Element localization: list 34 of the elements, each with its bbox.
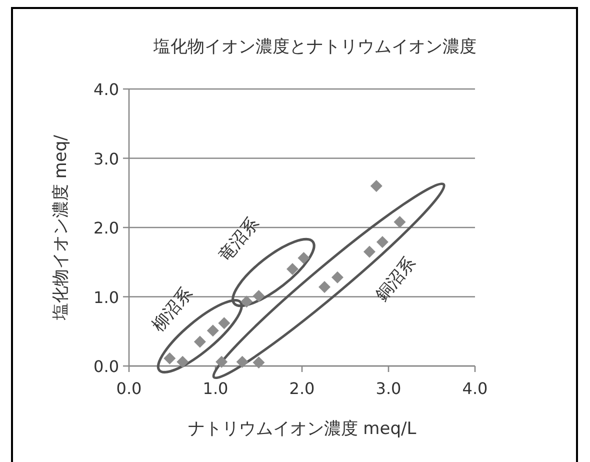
point xyxy=(376,236,388,248)
annotation: 柳沼系 xyxy=(148,284,197,336)
point xyxy=(370,180,382,192)
point xyxy=(206,324,219,337)
x-axis-title: ナトリウムイオン濃度 meq/L xyxy=(188,419,417,439)
point xyxy=(318,281,330,294)
y-tick-label: 4.0 xyxy=(94,80,119,99)
point xyxy=(194,336,206,348)
x-tick-label: 0.0 xyxy=(116,379,142,398)
point xyxy=(331,271,344,284)
y-tick-label: 2.0 xyxy=(94,218,119,238)
point xyxy=(363,246,376,258)
point xyxy=(252,356,265,369)
point xyxy=(176,356,189,368)
y-tick-label: 3.0 xyxy=(94,149,119,168)
chart-title: 塩化物イオン濃度とナトリウムイオン濃度 xyxy=(152,37,476,57)
point xyxy=(394,216,406,228)
x-tick-label: 3.0 xyxy=(376,379,402,398)
annotation: 銅沼系 xyxy=(372,253,420,306)
point xyxy=(252,290,265,302)
y-tick-label: 0.0 xyxy=(94,357,119,376)
point xyxy=(240,296,253,308)
x-tick-label: 4.0 xyxy=(462,379,488,398)
point xyxy=(218,317,230,330)
x-tick-label: 2.0 xyxy=(289,379,315,398)
y-axis-title: 塩化物イオン濃度 meq/ xyxy=(51,134,71,321)
y-tick-label: 1.0 xyxy=(94,288,119,307)
point xyxy=(216,356,228,368)
x-tick-label: 1.0 xyxy=(202,379,228,398)
point xyxy=(298,252,310,264)
point xyxy=(286,263,298,276)
point xyxy=(164,352,176,364)
point xyxy=(236,356,248,368)
annotation: 竜沼系 xyxy=(215,214,264,266)
